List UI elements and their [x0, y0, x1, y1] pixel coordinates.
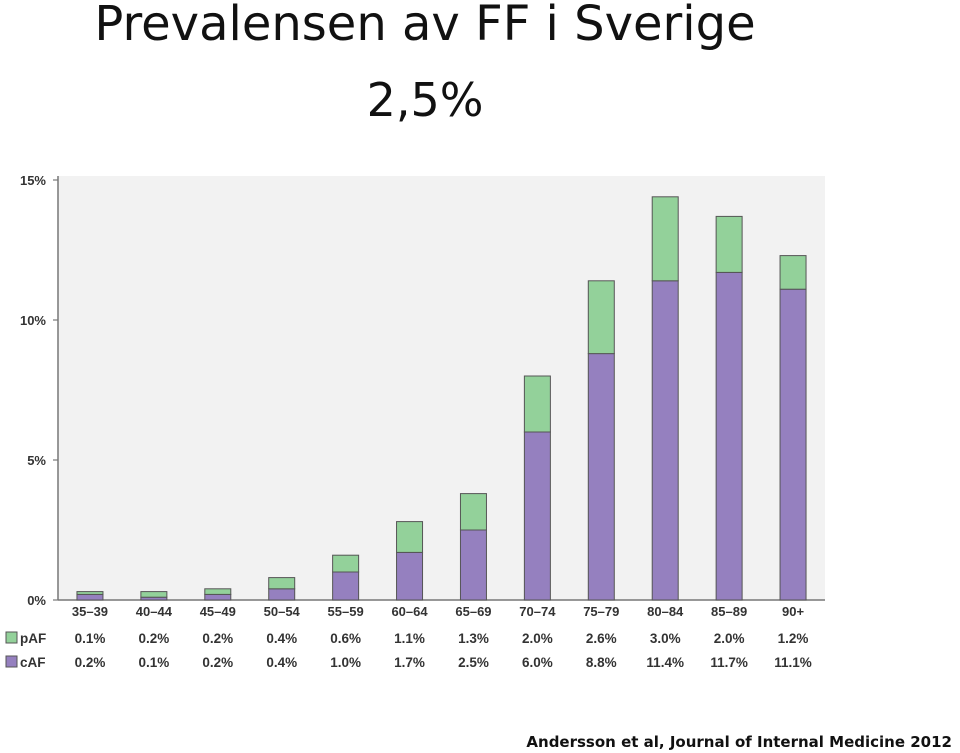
x-tick-label: 60–64: [391, 604, 428, 619]
bar-cAF-75–79: [587, 353, 615, 601]
table-value-cAF: 11.7%: [710, 655, 748, 670]
table-value-pAF: 0.1%: [75, 631, 106, 646]
x-tick-label: 45–49: [200, 604, 236, 619]
bar-cAF-50–54: [268, 588, 296, 601]
bar-pAF-55–59: [332, 554, 360, 573]
table-value-cAF: 8.8%: [586, 655, 617, 670]
legend-label-cAF: cAF: [20, 655, 46, 670]
bar-pAF-50–54: [268, 577, 296, 590]
table-value-pAF: 1.1%: [394, 631, 425, 646]
table-value-cAF: 11.1%: [774, 655, 812, 670]
y-tick-label: 10%: [20, 313, 46, 328]
stacked-bar-chart: 0% 5% 10% 15% 35–39 40–44 45–49 50–54 55–59 60–64…: [5, 173, 825, 670]
chart-title: Prevalensen av FF i Sverige: [94, 0, 756, 52]
x-tick-label: 70–74: [519, 604, 556, 619]
bar-pAF-60–64: [396, 521, 424, 553]
legend-swatch-pAF: [5, 631, 18, 644]
y-tick-label: 5%: [27, 453, 46, 468]
bar-pAF-70–74: [523, 375, 551, 433]
table-value-pAF: 1.2%: [778, 631, 809, 646]
bar-cAF-55–59: [332, 571, 360, 601]
table-value-cAF: 1.7%: [394, 655, 425, 670]
bar-cAF-90+: [779, 288, 807, 601]
table-value-cAF: 6.0%: [522, 655, 553, 670]
chart-subtitle: 2,5%: [366, 73, 484, 127]
x-tick-label: 55–59: [328, 604, 364, 619]
legend-swatch-cAF: [5, 655, 18, 668]
table-value-pAF: 2.0%: [522, 631, 553, 646]
table-value-pAF: 0.4%: [266, 631, 297, 646]
table-value-cAF: 0.1%: [138, 655, 169, 670]
table-value-pAF: 0.2%: [202, 631, 233, 646]
bar-cAF-45–49: [204, 593, 232, 601]
x-tick-label: 35–39: [72, 604, 108, 619]
table-value-cAF: 2.5%: [458, 655, 489, 670]
bar-pAF-80–84: [651, 196, 679, 282]
table-value-pAF: 2.0%: [714, 631, 745, 646]
x-tick-label: 75–79: [583, 604, 619, 619]
x-tick-label: 65–69: [455, 604, 491, 619]
bar-pAF-75–79: [587, 280, 615, 355]
table-value-pAF: 0.2%: [138, 631, 169, 646]
table-value-pAF: 0.6%: [330, 631, 361, 646]
bar-cAF-60–64: [396, 551, 424, 601]
y-tick-label: 0%: [27, 593, 46, 608]
bar-pAF-85–89: [715, 215, 743, 273]
bar-pAF-65–69: [459, 493, 487, 531]
table-value-cAF: 0.2%: [75, 655, 106, 670]
bar-pAF-40–44: [140, 591, 168, 598]
bar-cAF-70–74: [523, 431, 551, 601]
plot-background: [58, 176, 825, 600]
bar-cAF-35–39: [76, 593, 104, 601]
bar-pAF-35–39: [76, 591, 104, 595]
table-value-cAF: 0.4%: [266, 655, 297, 670]
bar-pAF-45–49: [204, 588, 232, 595]
y-tick-label: 15%: [20, 173, 46, 188]
x-tick-label: 85–89: [711, 604, 747, 619]
table-value-cAF: 1.0%: [330, 655, 361, 670]
x-tick-label: 80–84: [647, 604, 684, 619]
citation: Andersson et al, Journal of Internal Med…: [526, 733, 952, 751]
x-tick-label: 90+: [782, 604, 804, 619]
table-value-cAF: 11.4%: [646, 655, 684, 670]
bar-cAF-80–84: [651, 280, 679, 601]
table-value-pAF: 2.6%: [586, 631, 617, 646]
bar-cAF-85–89: [715, 271, 743, 601]
table-value-pAF: 3.0%: [650, 631, 681, 646]
table-value-cAF: 0.2%: [202, 655, 233, 670]
legend-label-pAF: pAF: [20, 631, 46, 646]
bar-cAF-65–69: [459, 529, 487, 601]
table-value-pAF: 1.3%: [458, 631, 489, 646]
x-tick-label: 50–54: [264, 604, 301, 619]
x-tick-label: 40–44: [136, 604, 173, 619]
bar-pAF-90+: [779, 255, 807, 290]
